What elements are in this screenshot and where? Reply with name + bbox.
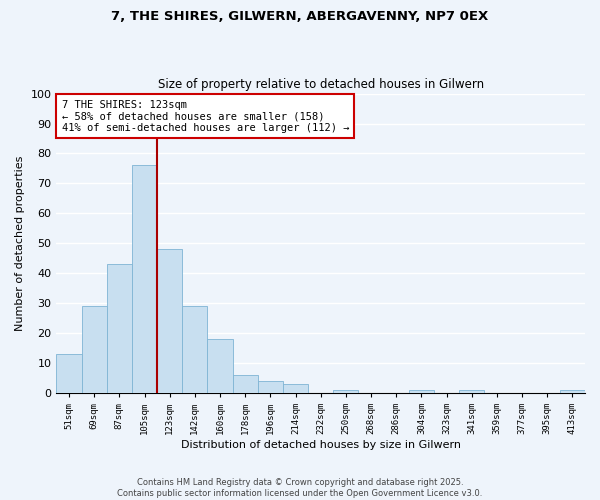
Text: 7, THE SHIRES, GILWERN, ABERGAVENNY, NP7 0EX: 7, THE SHIRES, GILWERN, ABERGAVENNY, NP7… [112, 10, 488, 23]
Bar [82, 306, 107, 393]
Bar [283, 384, 308, 393]
Bar [409, 390, 434, 393]
Bar [258, 381, 283, 393]
Y-axis label: Number of detached properties: Number of detached properties [15, 156, 25, 331]
Text: 7 THE SHIRES: 123sqm
← 58% of detached houses are smaller (158)
41% of semi-deta: 7 THE SHIRES: 123sqm ← 58% of detached h… [62, 100, 349, 132]
Bar [333, 390, 358, 393]
Title: Size of property relative to detached houses in Gilwern: Size of property relative to detached ho… [158, 78, 484, 91]
X-axis label: Distribution of detached houses by size in Gilwern: Distribution of detached houses by size … [181, 440, 461, 450]
Bar [208, 339, 233, 393]
Bar [107, 264, 132, 393]
Text: Contains HM Land Registry data © Crown copyright and database right 2025.
Contai: Contains HM Land Registry data © Crown c… [118, 478, 482, 498]
Bar [560, 390, 585, 393]
Bar [182, 306, 208, 393]
Bar [233, 375, 258, 393]
Bar [56, 354, 82, 393]
Bar [459, 390, 484, 393]
Bar [132, 166, 157, 393]
Bar [157, 250, 182, 393]
